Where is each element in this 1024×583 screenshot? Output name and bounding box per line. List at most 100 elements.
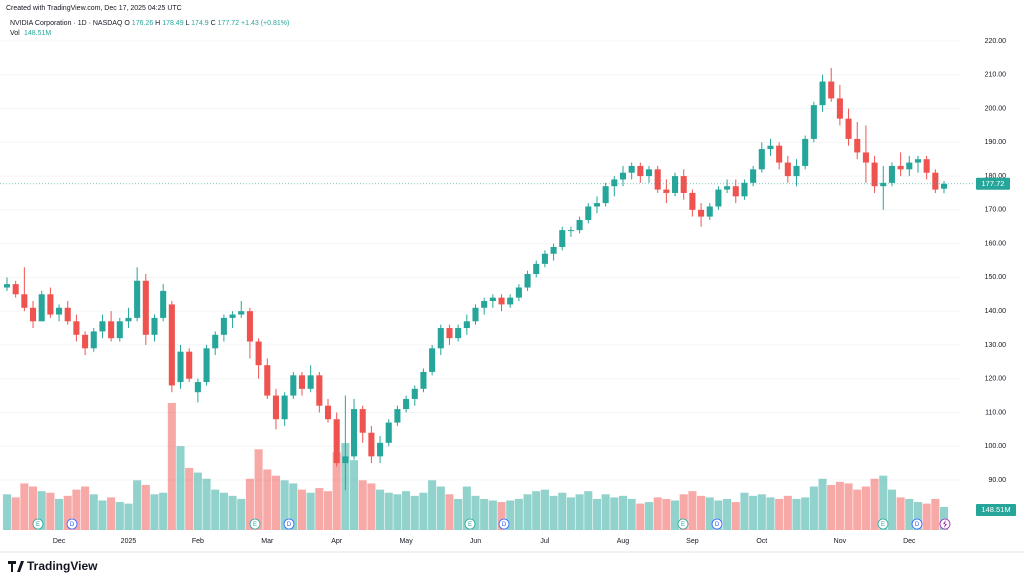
y-tick-label: 190.00: [985, 139, 1007, 146]
event-marker: [911, 518, 923, 530]
candle-body: [437, 328, 444, 349]
candle-body: [810, 105, 817, 139]
volume-bar: [905, 498, 914, 530]
volume-bar: [11, 497, 20, 530]
volume-bar: [376, 489, 385, 530]
candle-body: [524, 274, 531, 288]
candle-body: [203, 348, 210, 383]
candle-body: [38, 294, 45, 322]
x-tick-label: Dec: [903, 538, 916, 545]
x-tick-label: Nov: [834, 538, 847, 545]
volume-bar: [853, 489, 862, 530]
volume-bar: [72, 489, 81, 530]
candle-body: [715, 189, 722, 207]
volume-bar: [124, 503, 133, 530]
volume-bar: [280, 480, 289, 530]
candle-body: [602, 186, 609, 204]
credit: Created with TradingView.com, Dec 17, 20…: [6, 5, 182, 12]
volume-bar: [809, 486, 818, 530]
candle-body: [836, 98, 843, 119]
ohlc-key: H: [155, 20, 160, 27]
candle-body: [576, 219, 583, 231]
volume-bar: [193, 472, 202, 530]
volume-bar: [818, 478, 827, 530]
candle-body: [333, 419, 340, 464]
volume-bar: [497, 502, 506, 530]
x-tick-label: Mar: [261, 538, 274, 545]
volume-bar: [454, 498, 463, 530]
candle-body: [429, 348, 436, 372]
event-label: E: [681, 522, 685, 528]
candle-body: [862, 152, 869, 163]
candle-body: [455, 328, 462, 339]
volume-bar: [523, 494, 532, 530]
volume-bar: [601, 494, 610, 530]
volume-bar: [627, 498, 636, 530]
candle-body: [290, 375, 297, 396]
plot: [2, 68, 949, 530]
candle-body: [255, 341, 262, 366]
candle-body: [724, 186, 731, 190]
candle-body: [680, 176, 687, 193]
candle-body: [611, 179, 618, 187]
volume-bar: [939, 506, 949, 530]
x-tick-label: Dec: [53, 538, 66, 545]
volume-bar: [428, 480, 437, 530]
event-label: E: [253, 522, 257, 528]
candle-body: [654, 169, 661, 190]
volume-bar: [367, 483, 376, 530]
candle-body: [585, 206, 592, 220]
event-label: D: [915, 522, 920, 528]
candle-body: [377, 442, 384, 457]
volume-bar: [176, 446, 185, 530]
y-tick-label: 200.00: [985, 105, 1007, 112]
logo-icon: [8, 561, 24, 572]
volume-bar: [783, 495, 792, 530]
volume-bar: [462, 486, 471, 530]
volume-bar: [107, 497, 116, 530]
candle-body: [151, 317, 158, 335]
candle-body: [177, 351, 184, 383]
candle-body: [845, 118, 852, 139]
volume-bar: [922, 503, 931, 530]
ohlc-value: 176.26: [132, 20, 154, 27]
candle-body: [168, 304, 175, 386]
change: +1.43 (+0.81%): [241, 20, 289, 27]
volume-bar: [98, 500, 107, 530]
candle-body: [732, 186, 739, 197]
event-label: E: [36, 522, 40, 528]
volume-bar: [419, 492, 428, 530]
last-price-badge: [976, 177, 1010, 190]
volume-bar: [757, 494, 766, 530]
candle-body: [420, 371, 427, 389]
candle-body: [489, 297, 496, 302]
volume-bar: [532, 491, 541, 530]
ohlc-value: 174.9: [191, 20, 209, 27]
candle-body: [246, 311, 253, 342]
candle-body: [776, 145, 783, 163]
volume-bar: [245, 478, 254, 530]
event-label: D: [70, 522, 75, 528]
volume-bar: [141, 484, 150, 530]
event-marker: [464, 518, 476, 530]
candle-body: [316, 375, 323, 406]
candle-body: [125, 317, 132, 322]
candle-body: [82, 334, 89, 349]
candle-body: [689, 192, 696, 210]
volume-badge: [976, 504, 1016, 516]
volume-bar: [410, 495, 419, 530]
volume-bar: [254, 449, 263, 530]
candle-body: [932, 172, 939, 190]
ohlc-key: C: [211, 20, 216, 27]
y-tick-label: 100.00: [985, 443, 1007, 450]
volume-bar: [861, 486, 870, 530]
event-marker: [32, 518, 44, 530]
volume-bar: [549, 495, 558, 530]
y-tick-label: 120.00: [985, 376, 1007, 383]
volume-bar: [480, 498, 489, 530]
y-tick-label: 150.00: [985, 274, 1007, 281]
candle-body: [802, 138, 809, 166]
volume-bar: [315, 488, 324, 530]
candle-body: [21, 294, 28, 308]
event-label: D: [502, 522, 507, 528]
